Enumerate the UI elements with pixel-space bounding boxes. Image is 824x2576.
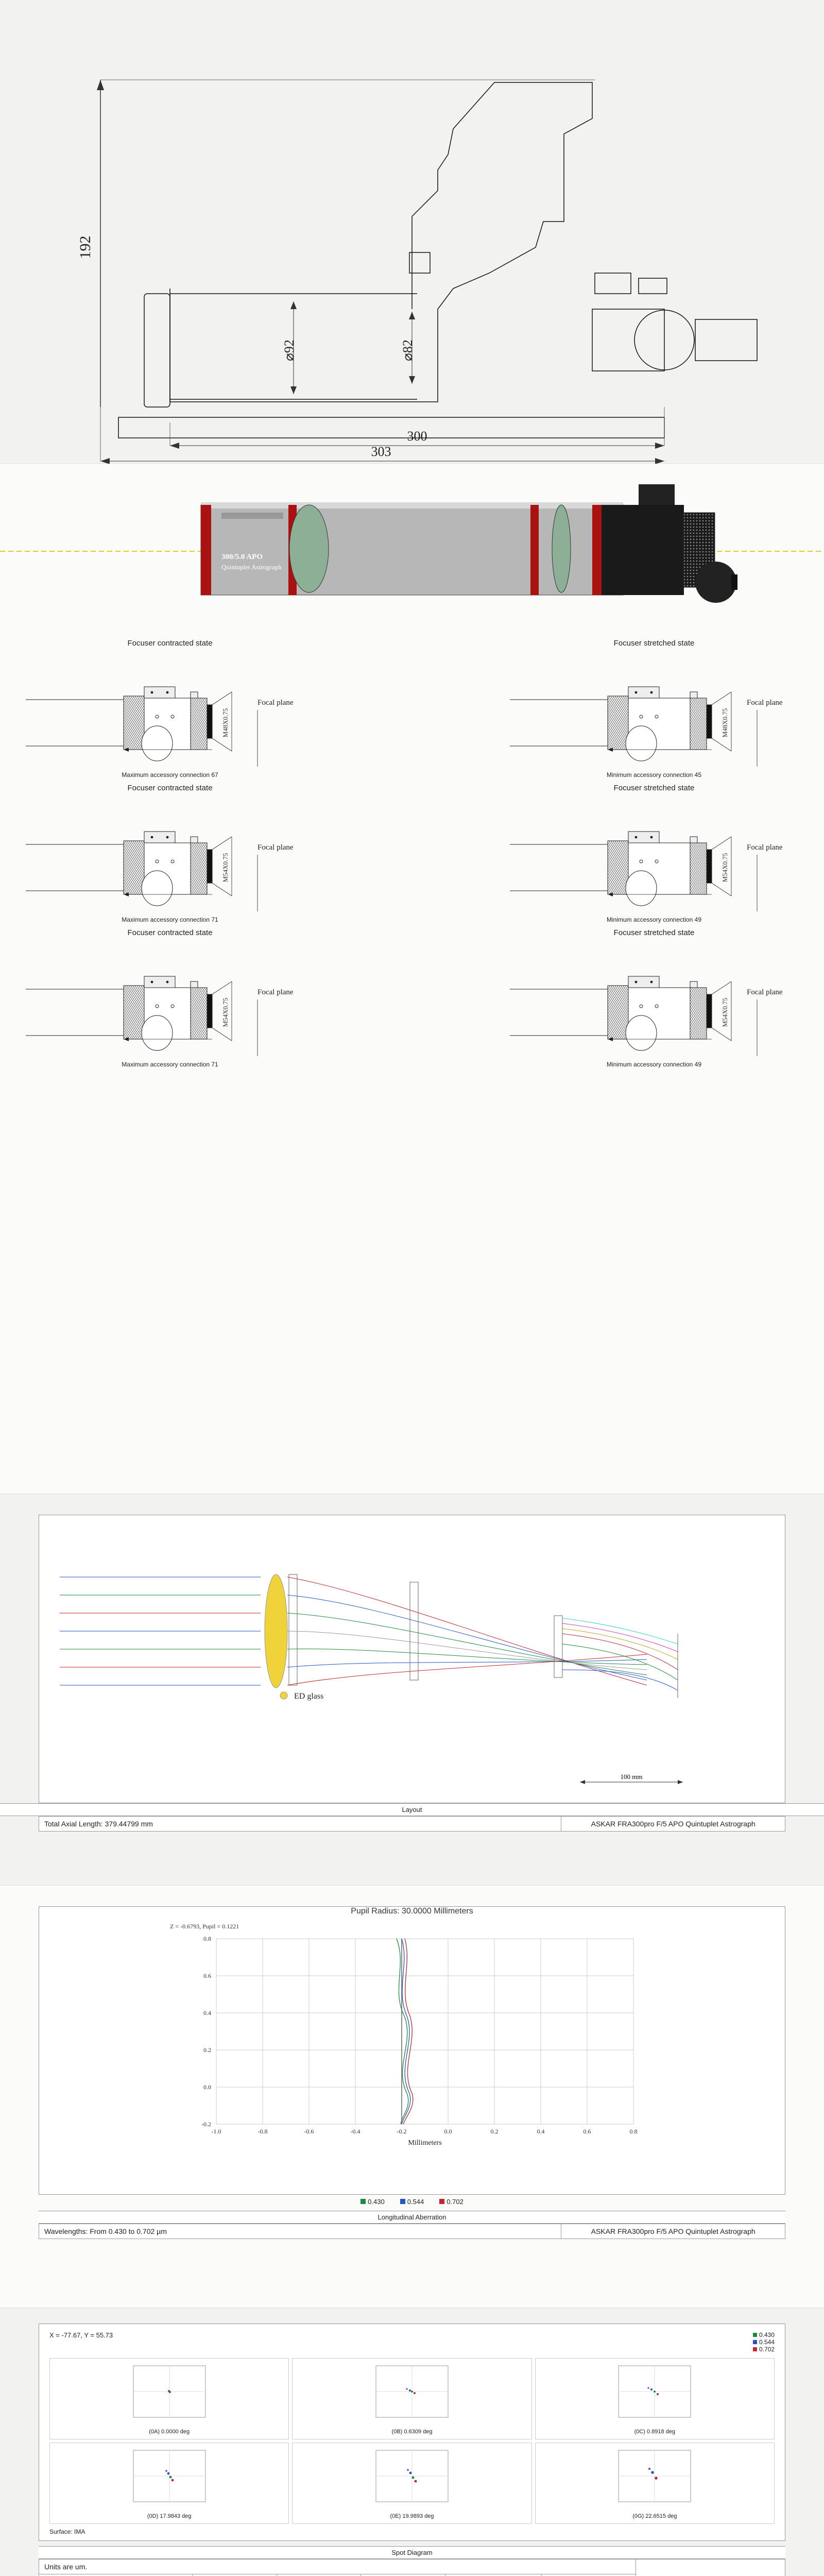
aberration-chart-title: Pupil Radius: 30.0000 Millimeters [39,1907,785,1916]
focuser-pair-0: Focuser contracted state [0,639,824,778]
svg-text:M48X0.75: M48X0.75 [721,708,729,738]
svg-text:-0.2: -0.2 [397,2128,407,2135]
spot-legend: 0.430 0.544 0.702 [753,2331,775,2353]
spot-cell-3: (0D) 17.9843 deg [49,2443,289,2524]
focuser-stretched-1: Focuser stretched state [510,784,798,923]
svg-text:-1.0: -1.0 [212,2128,221,2135]
svg-text:0.0: 0.0 [203,2083,211,2091]
tube-cutaway-diagram: 300/5.0 APO Quintuplet Astrograph [0,464,824,639]
height-dim-label: 192 [77,236,94,259]
x-axis-ticks: -1.0 -0.8 -0.6 -0.4 -0.2 0.0 0.2 0.4 0.6… [212,2128,638,2135]
telescope-outline [144,82,757,407]
dimension-arrow [97,80,104,90]
focuser-diagrams-container: Focuser contracted state [0,639,824,1068]
focuser-contracted-1: Focuser contracted state [26,784,314,923]
lens-element [552,505,571,592]
focuser-contracted-0: Focuser contracted state [26,639,314,778]
svg-text:Focal plane: Focal plane [747,988,783,996]
svg-text:0.0: 0.0 [444,2128,452,2135]
spot-cell-1: (0B) 0.6309 deg [292,2358,531,2439]
aberration-xlabel: Millimeters [408,2139,441,2147]
spot-cell-2: (0C) 0.8918 deg [535,2358,775,2439]
spot-units-label: Units are um. [39,2560,636,2574]
spot-cell-5: (0G) 22.6515 deg [535,2443,775,2524]
svg-text:Focal plane: Focal plane [747,843,783,852]
aberration-footer-table: Wavelengths: From 0.430 to 0.702 µm ASKA… [39,2224,785,2239]
svg-text:0.2: 0.2 [491,2128,499,2135]
svg-text:0.8: 0.8 [630,2128,638,2135]
diameter-82-label: ⌀82 [400,340,415,361]
svg-text:-0.8: -0.8 [258,2128,268,2135]
ed-glass-label: ED glass [294,1692,323,1701]
svg-text:0.2: 0.2 [203,2046,211,2054]
scale-bar-label: 100 mm [621,1773,643,1781]
mechanical-drawing-section: 192 ⌀92 ⌀82 3 [0,0,824,464]
svg-text:M54X0.75: M54X0.75 [221,853,229,883]
aberration-annotation: Z = -0.6793, Pupil = 0.1221 [170,1923,239,1930]
diameter-92-label: ⌀92 [282,340,297,361]
svg-text:M54X0.75: M54X0.75 [721,998,729,1027]
optical-layout-section: ED glass 100 mm Layout Total Axial Lengt… [0,1494,824,1886]
focuser-contracted-2: Focuser contracted state [26,928,314,1068]
focuser-pair-1: Focuser contracted state [0,784,824,923]
svg-text:0.4: 0.4 [537,2128,545,2135]
spot-section-title: Spot Diagram [39,2546,785,2559]
svg-text:Focal plane: Focal plane [258,988,294,996]
optical-layout-diagram: ED glass 100 mm [39,1515,785,1803]
tube-model-label-2: Quintuplet Astrograph [221,563,282,571]
aberration-chart: Pupil Radius: 30.0000 Millimeters Z = -0… [39,1906,785,2195]
spot-cell-0: (0A) 0.0000 deg [49,2358,289,2439]
svg-text:0.6: 0.6 [583,2128,591,2135]
aberration-section-title: Longitudinal Aberration [39,2211,785,2224]
lens-element [289,505,329,592]
svg-text:Focal plane: Focal plane [258,843,294,852]
spot-coord-label: X = -77.67, Y = 55.73 [49,2331,113,2353]
svg-text:Focal plane: Focal plane [258,699,294,707]
cutaway-and-focuser-section: 300/5.0 APO Quintuplet Astrograph Focuse… [0,464,824,1494]
svg-text:M54X0.75: M54X0.75 [221,998,229,1027]
product-label-cell-spot: ASKAR FRA300pro F/5 APO Quintuplet Astro… [636,2560,785,2576]
svg-text:0.6: 0.6 [203,1972,211,1979]
spot-diagram-box: X = -77.67, Y = 55.73 0.430 0.544 0.702 … [39,2324,785,2541]
svg-text:0.4: 0.4 [203,2009,211,2016]
ed-glass-swatch [280,1692,287,1699]
spot-cell-4: (0E) 19.9893 deg [292,2443,531,2524]
chart-gridlines [216,1939,633,2124]
y-axis-ticks: -0.2 0.0 0.2 0.4 0.6 0.8 [201,1935,211,2128]
tube-model-label-1: 300/5.0 APO [221,553,263,561]
base-plate [118,417,664,438]
length-300-label: 300 [407,429,427,444]
svg-text:-0.4: -0.4 [351,2128,360,2135]
svg-text:Focal plane: Focal plane [747,699,783,707]
optical-layout-footer-table: Total Axial Length: 379.44799 mm ASKAR F… [39,1816,785,1832]
svg-text:-0.6: -0.6 [304,2128,314,2135]
focuser-stretched-2: Focuser stretched state [510,928,798,1068]
aberration-legend: 0.430 0.544 0.702 [0,2198,824,2206]
length-303-label: 303 [371,444,391,459]
layout-section-title: Layout [0,1803,824,1816]
focuser-pair-2: Focuser contracted state [0,928,824,1068]
spot-footer-table: Units are um. ASKAR FRA300pro F/5 APO Qu… [39,2559,785,2576]
wavelengths-cell: Wavelengths: From 0.430 to 0.702 µm [39,2224,561,2239]
ray-trace-lines [60,1574,678,1698]
spot-diagram-section: X = -77.67, Y = 55.73 0.430 0.544 0.702 … [0,2308,824,2576]
svg-text:M54X0.75: M54X0.75 [721,853,729,883]
aberration-line-0544 [402,1939,410,2124]
spot-grid: (0A) 0.0000 deg (0B) 0.6309 deg [49,2358,775,2524]
aberration-chart-section: Pupil Radius: 30.0000 Millimeters Z = -0… [0,1886,824,2308]
total-axial-length-cell: Total Axial Length: 379.44799 mm [39,1817,561,1832]
product-label-cell-layout: ASKAR FRA300pro F/5 APO Quintuplet Astro… [561,1817,785,1832]
svg-text:M48X0.75: M48X0.75 [221,708,229,738]
svg-text:-0.2: -0.2 [201,2121,211,2128]
spot-surface-label: Surface: IMA [49,2528,775,2535]
svg-text:0.8: 0.8 [203,1935,211,1942]
product-label-cell-aberration: ASKAR FRA300pro F/5 APO Quintuplet Astro… [561,2224,785,2239]
focuser-stretched-0: Focuser stretched state [510,639,798,778]
